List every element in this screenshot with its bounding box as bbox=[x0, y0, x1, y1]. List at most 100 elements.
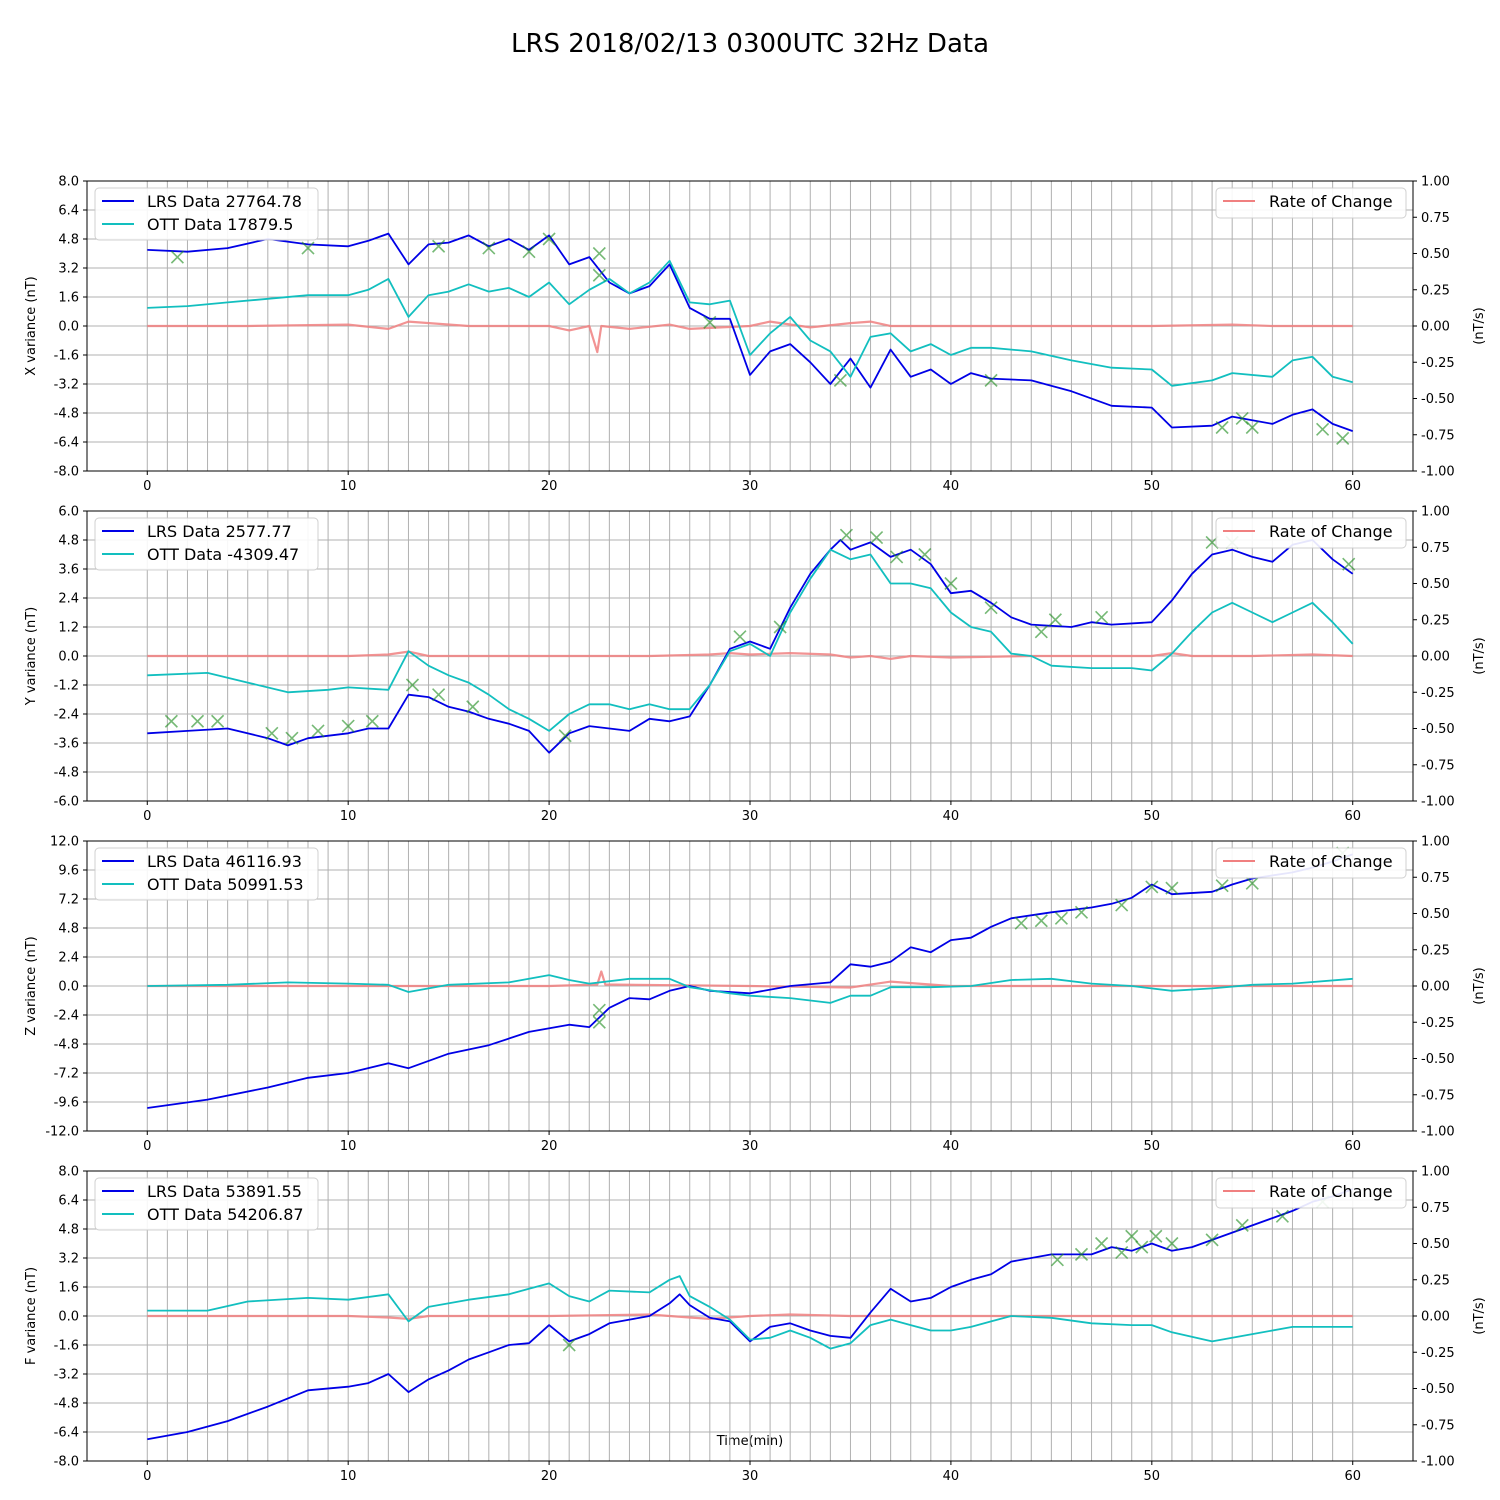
y-tick-label: -6.0 bbox=[54, 795, 79, 810]
anomaly-marker bbox=[1205, 1233, 1219, 1247]
y2-tick-label: -0.25 bbox=[1421, 1016, 1455, 1031]
y2-tick-label: -0.75 bbox=[1421, 1088, 1455, 1103]
legend-rate-label: Rate of Change bbox=[1269, 522, 1393, 541]
anomaly-marker bbox=[1342, 557, 1356, 571]
y-tick-label: -1.2 bbox=[54, 679, 79, 694]
x-tick-label: 50 bbox=[1144, 1469, 1161, 1484]
y2-tick-label: 0.25 bbox=[1421, 613, 1450, 628]
y2-axis-label: (nT/s) bbox=[1472, 1297, 1487, 1334]
y-tick-label: 6.4 bbox=[58, 1194, 79, 1209]
anomaly-marker bbox=[984, 601, 998, 615]
y-tick-label: 8.0 bbox=[58, 175, 79, 190]
legend-rate-label: Rate of Change bbox=[1269, 852, 1393, 871]
y-tick-label: -4.8 bbox=[54, 1397, 79, 1412]
anomaly-marker bbox=[890, 550, 904, 564]
anomaly-marker bbox=[592, 268, 606, 282]
y-tick-label: -6.4 bbox=[54, 436, 79, 451]
x-tick-label: 10 bbox=[340, 1139, 357, 1154]
anomaly-marker bbox=[542, 232, 556, 246]
legend-right: Rate of Change bbox=[1215, 517, 1407, 549]
anomaly-marker bbox=[1074, 905, 1089, 919]
anomaly-marker bbox=[365, 714, 379, 728]
anomaly-marker bbox=[870, 531, 884, 545]
anomaly-marker bbox=[1275, 1209, 1289, 1223]
x-tick-label: 20 bbox=[541, 1139, 558, 1154]
y2-axis-label: (nT/s) bbox=[1472, 967, 1487, 1004]
legend-right-box bbox=[1215, 847, 1407, 879]
y2-tick-label: 0.00 bbox=[1421, 320, 1450, 335]
x-tick-label: 50 bbox=[1144, 1139, 1161, 1154]
x-tick-label: 0 bbox=[143, 1469, 151, 1484]
legend-right-box bbox=[1215, 1177, 1407, 1209]
y-tick-label: -2.4 bbox=[54, 708, 79, 723]
y-tick-label: -7.2 bbox=[54, 1067, 79, 1082]
y2-tick-label: -1.00 bbox=[1421, 1455, 1455, 1470]
anomaly-marker bbox=[773, 620, 787, 634]
anomaly-marker bbox=[466, 700, 480, 714]
anomaly-marker bbox=[1245, 420, 1259, 435]
anomaly-marker bbox=[522, 245, 536, 259]
y2-tick-label: -0.50 bbox=[1421, 392, 1455, 407]
anomaly-marker bbox=[839, 528, 854, 542]
legend-rate-label: Rate of Change bbox=[1269, 192, 1393, 211]
y2-tick-label: 0.00 bbox=[1421, 980, 1450, 995]
anomaly-marker bbox=[592, 1015, 606, 1029]
anomaly-marker bbox=[190, 714, 205, 728]
anomaly-marker bbox=[592, 1003, 606, 1017]
y2-tick-label: -0.75 bbox=[1421, 758, 1455, 773]
y2-tick-label: 0.75 bbox=[1421, 1201, 1450, 1216]
y2-tick-label: 0.25 bbox=[1421, 283, 1450, 298]
series-ott-data-line bbox=[147, 259, 1353, 387]
anomaly-marker bbox=[1215, 879, 1229, 893]
y2-tick-label: 0.75 bbox=[1421, 871, 1450, 886]
y-tick-label: -3.2 bbox=[54, 378, 79, 393]
anomaly-marker bbox=[1125, 1229, 1139, 1243]
x-tick-label: 40 bbox=[943, 479, 960, 494]
y2-tick-label: 0.75 bbox=[1421, 211, 1450, 226]
anomaly-marker bbox=[432, 688, 446, 702]
y2-tick-label: -0.50 bbox=[1421, 1382, 1455, 1397]
anomaly-marker bbox=[164, 714, 178, 728]
anomaly-marker bbox=[265, 726, 279, 740]
anomaly-marker bbox=[1014, 916, 1028, 930]
legend-lrs-label: LRS Data 46116.93 bbox=[147, 852, 302, 871]
legend-ott-label: OTT Data 54206.87 bbox=[147, 1205, 304, 1224]
panel-2: 6.0 4.8 3.6 2.4 1.2 0.0 -1.2 -2.4 -3.6 -4.8 -6.0 1.… bbox=[24, 505, 1487, 825]
x-tick-label: 10 bbox=[340, 809, 357, 824]
series-ott-data-line bbox=[147, 974, 1353, 1004]
anomaly-marker bbox=[405, 678, 420, 692]
anomaly-marker bbox=[1074, 1247, 1089, 1261]
y2-tick-label: 1.00 bbox=[1421, 835, 1450, 850]
anomaly-marker bbox=[432, 239, 446, 253]
anomaly-marker bbox=[1149, 1229, 1163, 1243]
y-tick-label: 3.6 bbox=[58, 563, 79, 578]
y-tick-label: 4.8 bbox=[58, 1223, 79, 1238]
y2-tick-label: 1.00 bbox=[1421, 505, 1450, 520]
x-tick-label: 30 bbox=[742, 479, 759, 494]
anomaly-marker bbox=[1048, 613, 1062, 627]
anomaly-marker bbox=[1235, 1218, 1249, 1232]
series-lrs-data-line bbox=[147, 1188, 1354, 1441]
anomaly-marker bbox=[1145, 880, 1159, 894]
anomaly-marker bbox=[341, 719, 355, 733]
legend-left: LRS Data 2577.77 OTT Data -4309.47 bbox=[94, 517, 319, 571]
y2-tick-label: -0.50 bbox=[1421, 1052, 1455, 1067]
anomaly-marker bbox=[1095, 1236, 1109, 1251]
y-tick-label: 3.2 bbox=[58, 262, 79, 277]
anomaly-marker bbox=[1115, 1245, 1129, 1260]
x-tick-label: 60 bbox=[1344, 809, 1361, 824]
y2-tick-label: -1.00 bbox=[1421, 795, 1455, 810]
y2-tick-label: 0.50 bbox=[1421, 1237, 1450, 1252]
x-tick-label: 10 bbox=[340, 479, 357, 494]
y-tick-label: 2.4 bbox=[58, 592, 79, 607]
legend-right: Rate of Change bbox=[1215, 1177, 1407, 1209]
anomaly-marker bbox=[1245, 876, 1259, 890]
legend-ott-label: OTT Data 17879.5 bbox=[147, 215, 293, 234]
anomaly-marker bbox=[301, 241, 315, 255]
y-tick-label: -4.8 bbox=[54, 407, 79, 422]
anomaly-marker bbox=[984, 373, 998, 387]
y-tick-label: -8.0 bbox=[54, 465, 79, 480]
anomaly-marker bbox=[1054, 911, 1068, 925]
figure-title: LRS 2018/02/13 0300UTC 32Hz Data bbox=[511, 29, 989, 59]
